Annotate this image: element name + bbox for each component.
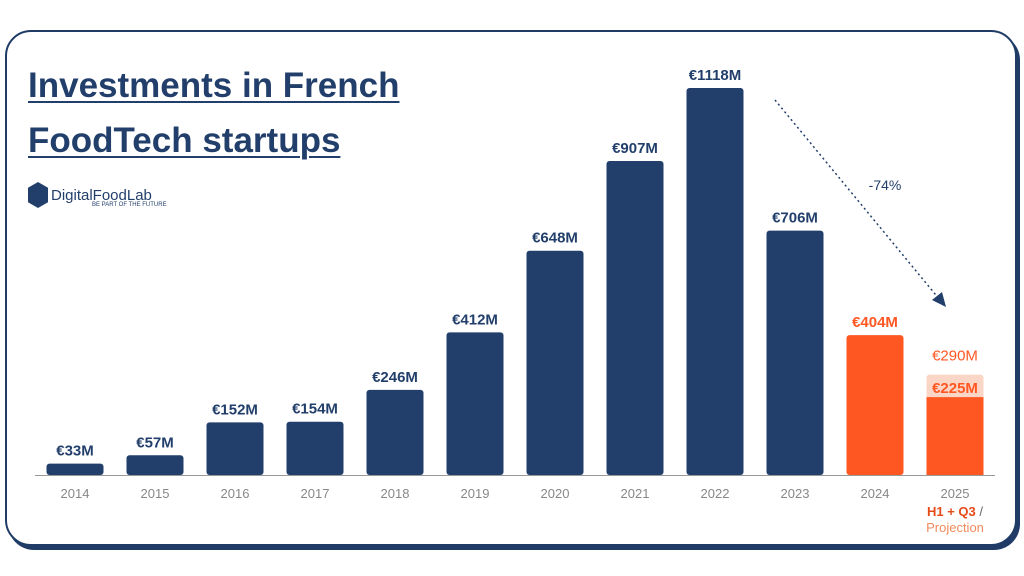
tick-label-2018: 2018: [381, 486, 410, 501]
sublabel-2025: H1 + Q3 /: [927, 504, 983, 519]
tick-label-2023: 2023: [781, 486, 810, 501]
tick-label-2014: 2014: [61, 486, 90, 501]
sublabel-part2: Projection: [926, 520, 984, 535]
tick-label-2016: 2016: [221, 486, 250, 501]
value-label-2022: €1118M: [689, 67, 742, 84]
value-label-2020: €648M: [532, 230, 578, 247]
bar-2021: [606, 161, 664, 476]
tick-label-2019: 2019: [461, 486, 490, 501]
bar-2016: [206, 422, 264, 475]
digitalfoodlab-logo: DigitalFoodLab BE PART OF THE FUTURE: [28, 182, 167, 208]
bar-2020: [526, 250, 584, 475]
projection-label: €290M: [932, 348, 978, 365]
value-label-2024: €404M: [852, 314, 898, 331]
bar-2018: [366, 389, 424, 475]
value-label-2015: €57M: [136, 434, 174, 451]
tick-label-2022: 2022: [701, 486, 730, 501]
bar-2014: [46, 463, 104, 475]
bar-2025: [926, 397, 984, 475]
value-label-2016: €152M: [212, 401, 258, 418]
value-label-2018: €246M: [372, 369, 418, 386]
value-label-2021: €907M: [612, 140, 658, 157]
tick-label-2021: 2021: [621, 486, 650, 501]
value-label-2014: €33M: [56, 443, 94, 460]
value-label-2025: €225M: [932, 380, 978, 397]
title-line-2: FoodTech startups: [28, 121, 341, 160]
bar-2023: [766, 230, 824, 475]
logo-mark-icon: [28, 182, 48, 208]
title-line-1: Investments in French: [28, 66, 400, 105]
bar-2015: [126, 455, 184, 475]
value-label-2019: €412M: [452, 311, 498, 328]
logo-name: DigitalFoodLab: [51, 186, 152, 204]
bar-2024: [846, 335, 904, 475]
sublabel-sep: /: [976, 504, 984, 519]
tick-label-2025: 2025: [941, 486, 970, 501]
logo-tagline: BE PART OF THE FUTURE: [92, 202, 167, 208]
decline-arrow: [774, 99, 941, 301]
sublabel-part1: H1 + Q3: [927, 504, 976, 519]
tick-label-2015: 2015: [141, 486, 170, 501]
tick-label-2020: 2020: [541, 486, 570, 501]
bar-2017: [286, 421, 344, 475]
arrowhead-icon: [932, 292, 946, 307]
decline-annotation: -74%: [869, 177, 902, 193]
bar-2019: [446, 332, 504, 475]
tick-label-2024: 2024: [861, 486, 890, 501]
value-label-2023: €706M: [772, 210, 818, 227]
bar-2022: [686, 88, 744, 475]
value-label-2017: €154M: [292, 401, 338, 418]
chart-title: Investments in French FoodTech startups: [28, 58, 399, 168]
tick-label-2017: 2017: [301, 486, 330, 501]
